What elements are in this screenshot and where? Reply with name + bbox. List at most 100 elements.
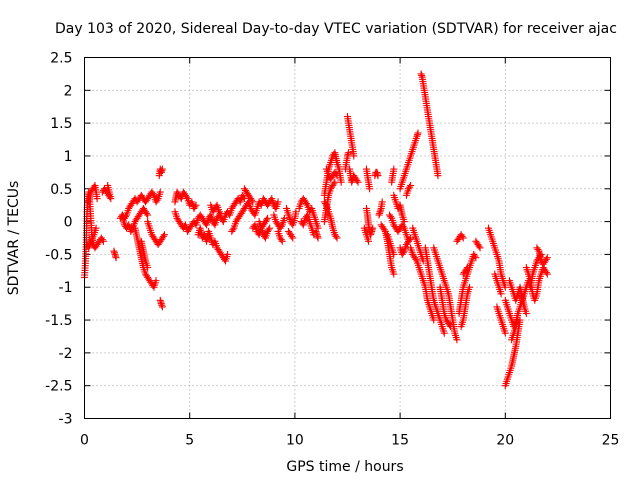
data-point [412, 255, 420, 263]
data-point [380, 226, 388, 234]
data-point [476, 244, 484, 252]
data-point [400, 218, 408, 226]
data-point [447, 323, 455, 331]
chart-title: Day 103 of 2020, Sidereal Day-to-day VTE… [55, 21, 617, 37]
data-point [345, 149, 353, 157]
data-point [152, 277, 160, 285]
data-point [406, 183, 414, 191]
y-tick-label: 0 [64, 215, 73, 231]
grid [84, 57, 611, 419]
data-point [333, 172, 341, 180]
y-tick-label: -1.5 [45, 313, 72, 329]
data-point [501, 283, 509, 291]
data-point [403, 239, 411, 247]
x-axis-title: GPS time / hours [286, 459, 403, 475]
data-point [369, 224, 377, 232]
data-point [542, 268, 550, 276]
data-point [158, 303, 166, 311]
data-point [514, 316, 522, 324]
data-point [543, 254, 551, 262]
data-point [330, 180, 338, 188]
data-point [440, 329, 448, 337]
x-tick-label: 20 [496, 433, 514, 449]
x-tick-label: 15 [391, 433, 409, 449]
data-point [378, 198, 386, 206]
y-tick-label: -0.5 [45, 247, 72, 263]
data-point [453, 336, 461, 344]
x-tick-label: 25 [602, 433, 620, 449]
data-point [264, 214, 272, 222]
data-point [332, 170, 340, 178]
data-point [414, 129, 422, 137]
data-point [390, 270, 398, 278]
data-point [277, 223, 285, 231]
data-point [353, 177, 361, 185]
data-point [153, 196, 161, 204]
data-point [534, 245, 542, 253]
data-point [266, 224, 274, 232]
data-point [277, 236, 285, 244]
data-point [216, 209, 224, 217]
data-point [240, 195, 248, 203]
x-tick-label: 0 [80, 433, 89, 449]
data-point [104, 181, 112, 189]
data-point [374, 172, 382, 180]
data-point [183, 193, 191, 201]
data-point [333, 234, 341, 242]
data-point [265, 226, 273, 234]
data-point [99, 237, 107, 245]
x-tick-label: 5 [185, 433, 194, 449]
y-axis-title: SDTVAR / TECUs [6, 181, 22, 296]
data-points [81, 70, 551, 390]
data-point [462, 265, 470, 273]
plot-frame [84, 57, 611, 419]
data-point [314, 234, 322, 242]
data-point [337, 178, 345, 186]
data-point [239, 193, 247, 201]
data-point [399, 249, 407, 257]
data-point [390, 250, 398, 258]
data-point [192, 201, 200, 209]
data-point [459, 234, 467, 242]
data-point [471, 252, 479, 260]
data-point [522, 309, 530, 317]
data-point [289, 234, 297, 242]
data-point [292, 208, 300, 216]
data-point [92, 224, 100, 232]
data-point [98, 236, 106, 244]
y-tick-label: 1 [64, 149, 73, 165]
data-point [156, 188, 164, 196]
data-point [249, 198, 257, 206]
data-point [430, 316, 438, 324]
y-tick-label: 2 [64, 83, 73, 99]
y-tick-label: 2.5 [50, 51, 72, 67]
data-point [466, 283, 474, 291]
data-point [160, 231, 168, 239]
data-point [446, 321, 454, 329]
data-point [112, 254, 120, 262]
y-tick-label: -1 [59, 280, 73, 296]
data-point [497, 290, 505, 298]
data-point [407, 181, 415, 189]
data-point [278, 237, 286, 245]
data-point [280, 214, 288, 222]
data-point [543, 270, 551, 278]
data-point [288, 232, 296, 240]
data-point [366, 185, 374, 193]
data-point [149, 190, 157, 198]
y-tick-label: 1.5 [50, 116, 72, 132]
y-tick-label: -2.5 [45, 379, 72, 395]
data-point [387, 213, 395, 221]
data-point [191, 203, 199, 211]
x-tick-label: 10 [286, 433, 304, 449]
data-point [159, 232, 167, 240]
data-point [144, 264, 152, 272]
data-point [501, 329, 509, 337]
data-point [354, 178, 362, 186]
y-tick-label: 0.5 [50, 182, 72, 198]
data-point [472, 254, 480, 262]
data-point [158, 165, 166, 173]
data-point [332, 232, 340, 240]
data-point [542, 255, 550, 263]
y-tick-label: -2 [59, 346, 73, 362]
